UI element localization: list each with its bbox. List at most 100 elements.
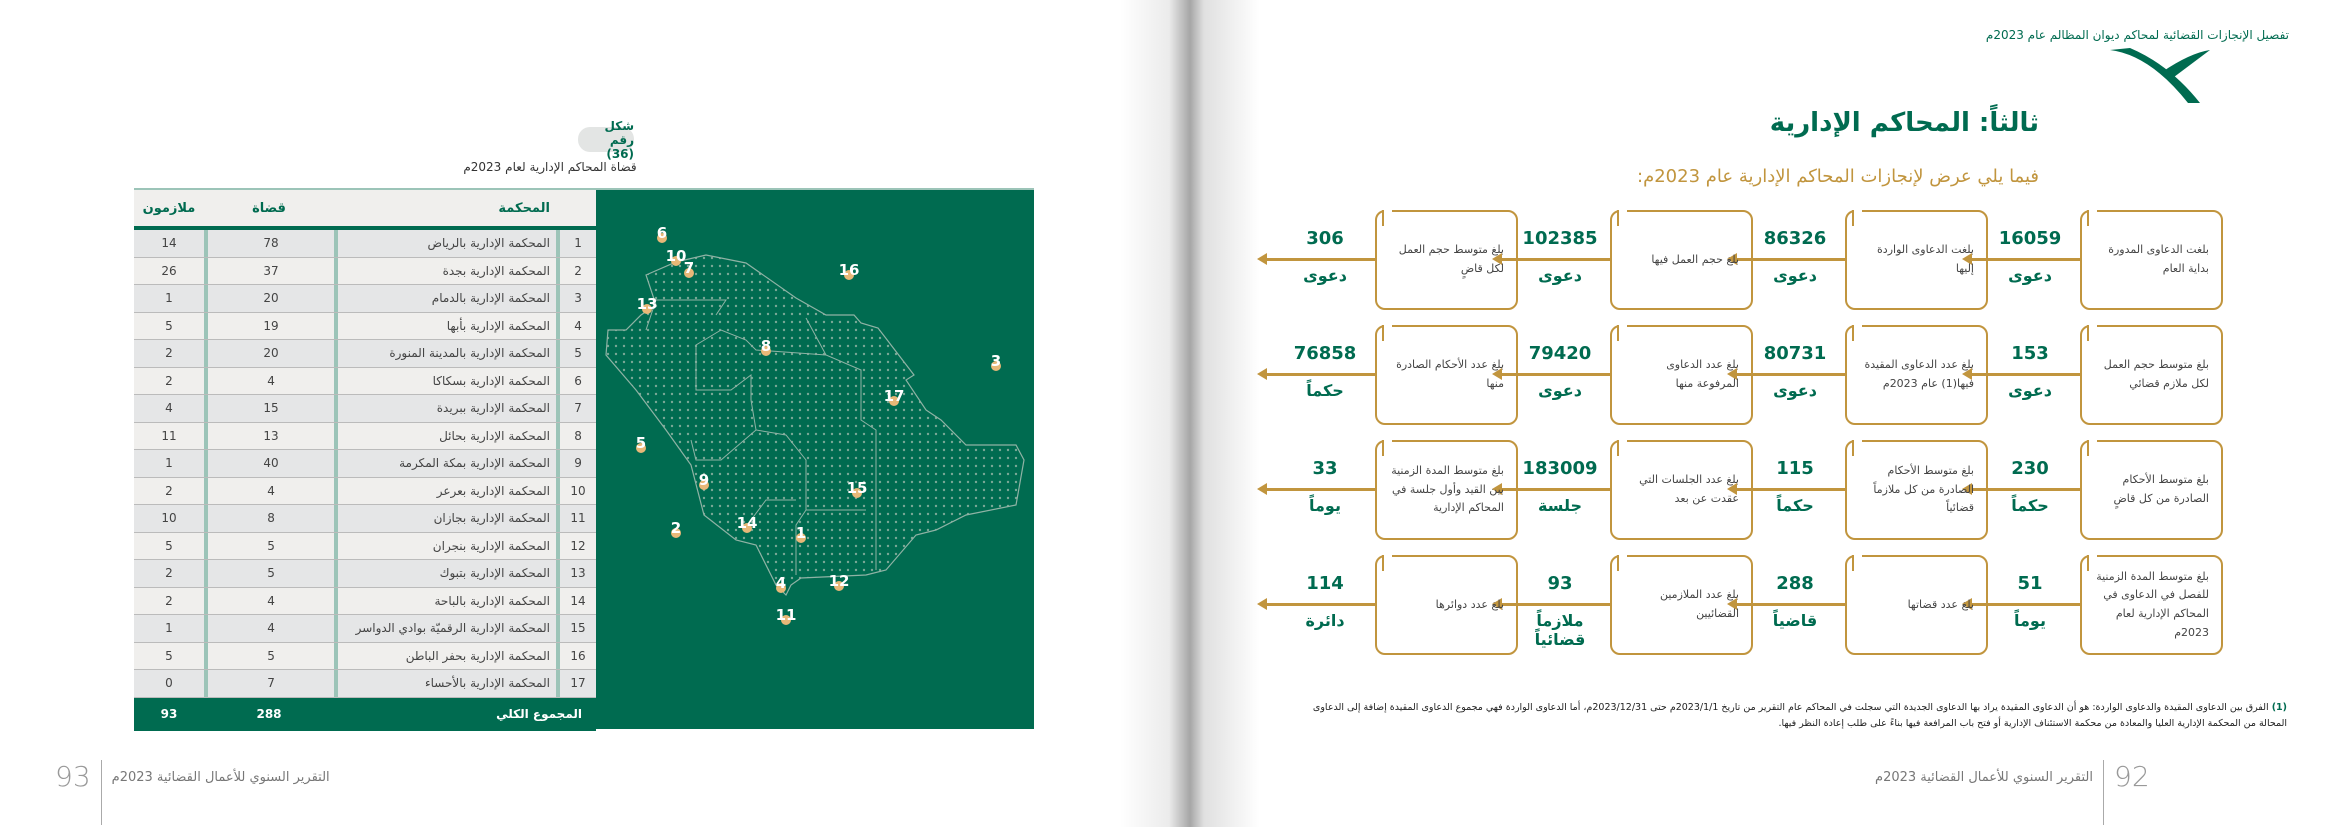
court-marker [844, 270, 854, 280]
stat-unit: حكماً [1306, 381, 1344, 400]
stat-unit: يوماً [2014, 611, 2046, 630]
judges-count: 5 [204, 642, 334, 669]
court-marker [671, 256, 681, 266]
stat-unit: جلسة [1537, 496, 1583, 515]
section-header: تفصيل الإنجازات القضائية لمحاكم ديوان ال… [1985, 28, 2289, 42]
total-judges: 288 [256, 707, 282, 721]
box-notch [1617, 210, 1627, 226]
assistants-count: 2 [165, 483, 173, 498]
stat-description: بلغ متوسط الأحكام الصادرة من كل قاضٍ [2113, 473, 2209, 505]
assistants-count: 4 [165, 401, 173, 416]
arrow-left-icon [1962, 598, 2080, 610]
stat-box: بلغ عدد الأحكام الصادرة منها [1375, 325, 1518, 425]
stat-value: 183009 [1522, 458, 1598, 479]
court-name: المحكمة الإدارية ببريدة [334, 395, 556, 422]
table-row: 6 المحكمة الإدارية بسكاكا 4 2 [134, 367, 596, 395]
assistants-count: 5 [165, 318, 173, 333]
table-row: 9 المحكمة الإدارية بمكة المكرمة 40 1 [134, 450, 596, 478]
stat-value: 79420 [1528, 343, 1592, 364]
stat-unit: دعوى [1538, 266, 1582, 285]
court-marker [636, 443, 646, 453]
court-marker-label: 11 [776, 606, 797, 624]
court-name: المحكمة الإدارية بعرعر [334, 477, 556, 504]
assistants-count: 11 [161, 428, 177, 443]
row-index: 3 [556, 285, 596, 312]
stat-value: 51 [2017, 573, 2043, 594]
court-marker-label: 3 [991, 352, 1001, 370]
judges-count: 7 [204, 670, 334, 697]
court-marker [657, 233, 667, 243]
right-page: تفصيل الإنجازات القضائية لمحاكم ديوان ال… [1175, 0, 2339, 827]
footnote-marker: (1) [2271, 702, 2287, 713]
stat-value: 114 [1306, 573, 1344, 594]
stat-description: بلغ عدد الأحكام الصادرة منها [1396, 358, 1504, 390]
court-marker-label: 5 [636, 434, 646, 452]
court-marker-label: 6 [657, 224, 667, 242]
arrow-left-icon [1257, 253, 1375, 265]
stat-unit: حكماً [2011, 496, 2049, 515]
court-name: المحكمة الإدارية بالباحة [334, 587, 556, 614]
arrow-left-icon [1257, 483, 1375, 495]
court-name: المحكمة الإدارية بالدمام [334, 285, 556, 312]
table-row: 12 المحكمة الإدارية بنجران 5 5 [134, 532, 596, 560]
court-marker [642, 304, 652, 314]
table-row: 10 المحكمة الإدارية بعرعر 4 2 [134, 477, 596, 505]
judges-count: 5 [204, 560, 334, 587]
stat-unit: دائرة [1305, 611, 1345, 630]
judges-count: 4 [204, 615, 334, 642]
box-notch [1852, 440, 1862, 456]
court-marker [742, 523, 752, 533]
arrow-left-icon [1257, 598, 1375, 610]
footnote-text: الفرق بين الدعاوى المقيدة والدعاوى الوار… [1312, 702, 2287, 730]
stat-description: بلغ عدد دوائرها [1435, 597, 1504, 611]
court-marker-label: 17 [884, 387, 905, 405]
arrow-left-icon [1492, 253, 1610, 265]
footer-right: التقرير السنوي للأعمال القضائية 2023م 92 [1875, 760, 2150, 825]
stat-box: بلغ متوسط المدة الزمنية بين القيد وأول ج… [1375, 440, 1518, 540]
stat-value: 33 [1312, 458, 1338, 479]
stat-box: بلغ متوسط المدة الزمنية للفصل في الدعاوى… [2080, 555, 2223, 655]
stat-description: بلغ عدد الملازمين القضائيين [1659, 588, 1739, 620]
arrow-left-icon [1492, 598, 1610, 610]
stat-box: بلغت الدعاوى المدورة بداية العام [2080, 210, 2223, 310]
court-marker-label: 9 [699, 471, 709, 489]
table-row: 13 المحكمة الإدارية بتبوك 5 2 [134, 560, 596, 588]
table-row: 1 المحكمة الإدارية بالرياض 78 14 [134, 230, 596, 258]
court-name: المحكمة الإدارية بحائل [334, 422, 556, 449]
judges-count: 40 [204, 450, 334, 477]
box-notch [1382, 210, 1392, 226]
stat-box: بلغ متوسط الأحكام الصادرة من كل قاضٍ [2080, 440, 2223, 540]
assistants-count: 1 [165, 621, 173, 636]
assistants-count: 26 [161, 263, 177, 278]
judges-count: 20 [204, 340, 334, 367]
court-marker [889, 396, 899, 406]
stat-box: بلغ متوسط حجم العمل لكل قاضٍ [1375, 210, 1518, 310]
court-marker-label: 2 [671, 519, 681, 537]
court-marker [699, 480, 709, 490]
arrow-left-icon [1962, 253, 2080, 265]
assistants-count: 1 [165, 456, 173, 471]
box-notch [2087, 555, 2097, 571]
judges-count: 4 [204, 587, 334, 614]
stat-value: 102385 [1522, 228, 1598, 249]
row-index: 7 [556, 395, 596, 422]
box-notch [1852, 555, 1862, 571]
assistants-count: 2 [165, 566, 173, 581]
judges-count: 19 [204, 312, 334, 339]
court-name: المحكمة الإدارية بجدة [334, 257, 556, 284]
court-name: المحكمة الإدارية بسكاكا [334, 367, 556, 394]
header-court: المحكمة [498, 200, 550, 216]
court-marker [834, 581, 844, 591]
box-notch [2087, 440, 2097, 456]
row-index: 11 [556, 505, 596, 532]
stat-box: بلغت الدعاوى الواردة إليها [1845, 210, 1988, 310]
stat-description: بلغ متوسط الأحكام الصادرة من كل ملازماً … [1873, 463, 1974, 515]
court-name: المحكمة الإدارية بأبها [334, 312, 556, 339]
court-marker-label: 10 [666, 247, 687, 265]
row-index: 1 [556, 230, 596, 257]
row-index: 16 [556, 642, 596, 669]
table-row: 2 المحكمة الإدارية بجدة 37 26 [134, 257, 596, 285]
arrow-left-icon [1727, 368, 1845, 380]
stat-description: بلغ متوسط المدة الزمنية بين القيد وأول ج… [1391, 463, 1504, 515]
court-marker-label: 15 [847, 479, 868, 497]
